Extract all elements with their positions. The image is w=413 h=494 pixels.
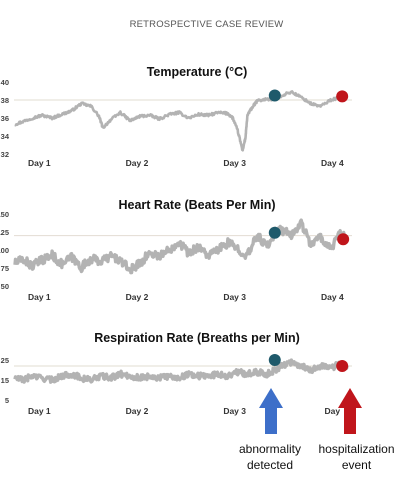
temperature-chart: Temperature (°C) 32 34 36 38 40 Day 1 Day 2 Day …	[1, 65, 352, 168]
temperature-abnormality-marker	[268, 89, 281, 102]
temperature-y-tick-label: 32	[1, 150, 9, 159]
heart-rate-x-tick-label: Day 3	[223, 292, 246, 302]
respiration-rate-y-tick-label: 25	[1, 356, 9, 365]
heart-rate-chart-title: Heart Rate (Beats Per Min)	[119, 198, 276, 212]
abnormality-annotation: abnormality detected	[210, 441, 330, 473]
respiration-rate-chart: Respiration Rate (Breaths per Min) 5 15 25 D…	[1, 331, 352, 416]
respiration-rate-chart-title: Respiration Rate (Breaths per Min)	[94, 331, 300, 345]
heart-rate-abnormality-marker	[268, 226, 281, 239]
temperature-chart-title: Temperature (°C)	[147, 65, 248, 79]
temperature-series-line	[14, 90, 348, 152]
hospitalization-annotation-line2: event	[341, 458, 372, 472]
heart-rate-x-tick-label: Day 4	[321, 292, 344, 302]
respiration-rate-x-tick-label: Day	[325, 406, 341, 416]
hospitalization-arrow-icon	[338, 388, 362, 434]
temperature-y-tick-label: 40	[1, 78, 9, 87]
temperature-x-tick-label: Day 4	[321, 158, 344, 168]
heart-rate-x-tick-label: Day 1	[28, 292, 51, 302]
temperature-y-tick-label: 36	[1, 114, 9, 123]
heart-rate-y-tick-label: 150	[0, 210, 9, 219]
heart-rate-chart: Heart Rate (Beats Per Min) 50 75 100 125 150 D…	[0, 198, 352, 302]
respiration-rate-series-line	[13, 358, 349, 384]
heart-rate-y-tick-label: 75	[1, 264, 9, 273]
temperature-x-tick-label: Day 2	[126, 158, 149, 168]
temperature-x-tick-label: Day 1	[28, 158, 51, 168]
respiration-rate-x-tick-label: Day 1	[28, 406, 51, 416]
respiration-rate-y-tick-label: 15	[1, 376, 9, 385]
abnormality-annotation-line2: detected	[246, 458, 294, 472]
heart-rate-hospitalization-marker	[337, 233, 350, 246]
temperature-y-tick-label: 34	[1, 132, 10, 141]
respiration-rate-abnormality-marker	[268, 354, 281, 366]
heart-rate-y-tick-label: 100	[0, 246, 9, 255]
heart-rate-series-line	[13, 218, 349, 275]
temperature-hospitalization-marker	[336, 90, 349, 103]
hospitalization-annotation: hospitalization event	[300, 441, 413, 473]
respiration-rate-x-tick-label: Day 3	[223, 406, 246, 416]
heart-rate-x-tick-label: Day 2	[126, 292, 149, 302]
abnormality-annotation-line1: abnormality	[238, 442, 302, 456]
respiration-rate-x-tick-label: Day 2	[126, 406, 149, 416]
hospitalization-annotation-line1: hospitalization	[318, 442, 395, 456]
temperature-y-tick-label: 38	[1, 96, 9, 105]
page-title: RETROSPECTIVE CASE REVIEW	[129, 19, 284, 30]
temperature-x-tick-label: Day 3	[223, 158, 246, 168]
abnormality-arrow-icon	[259, 388, 283, 434]
heart-rate-y-tick-label: 125	[0, 228, 9, 237]
heart-rate-y-tick-label: 50	[1, 282, 9, 291]
respiration-rate-hospitalization-marker	[336, 360, 349, 372]
respiration-rate-y-tick-label: 5	[5, 396, 9, 405]
